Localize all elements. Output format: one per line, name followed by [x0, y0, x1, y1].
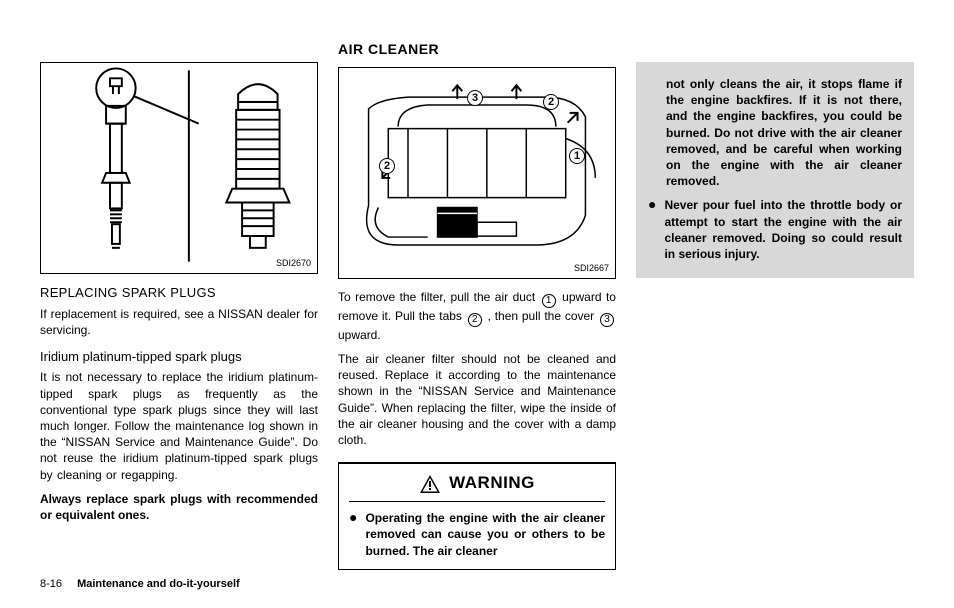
column-2: AIR CLEANER — [338, 40, 616, 570]
subheading-iridium: Iridium platinum-tipped spark plugs — [40, 348, 318, 366]
figure-code: SDI2667 — [574, 262, 609, 274]
warning-bullet: ● Never pour fuel into the throttle body… — [648, 197, 902, 262]
figure-code: SDI2670 — [276, 257, 311, 269]
paragraph: The air cleaner filter should not be cle… — [338, 351, 616, 448]
bullet-icon: ● — [648, 197, 656, 262]
bullet-icon: ● — [349, 510, 357, 559]
callout-3: 3 — [467, 90, 483, 106]
warning-box: WARNING ● Operating the engine with the … — [338, 462, 616, 570]
page-footer: 8-16 Maintenance and do-it-yourself — [40, 578, 240, 590]
footer-section: Maintenance and do-it-yourself — [77, 578, 240, 590]
warning-icon — [419, 474, 441, 494]
inline-callout-1: 1 — [542, 294, 556, 308]
callout-2: 2 — [379, 158, 395, 174]
section-title: AIR CLEANER — [338, 40, 616, 59]
figure-air-cleaner: 1 2 2 3 SDI2667 — [338, 67, 616, 279]
spark-plug-illustration — [41, 63, 317, 273]
paragraph-bold: Always replace spark plugs with recommen… — [40, 491, 318, 523]
column-3: not only cleans the air, it stops flame … — [636, 40, 914, 570]
warning-continuation: not only cleans the air, it stops flame … — [648, 76, 902, 189]
inline-callout-2: 2 — [468, 313, 482, 327]
inline-callout-3: 3 — [600, 313, 614, 327]
callout-1: 1 — [569, 148, 585, 164]
figure-spark-plug: SDI2670 — [40, 62, 318, 274]
heading-replacing-spark-plugs: REPLACING SPARK PLUGS — [40, 284, 318, 302]
warning-title: WARNING — [449, 472, 535, 495]
paragraph: It is not necessary to replace the iridi… — [40, 369, 318, 482]
column-1: SDI2670 REPLACING SPARK PLUGS If replace… — [40, 40, 318, 570]
callout-2b: 2 — [543, 94, 559, 110]
paragraph: To remove the filter, pull the air duct … — [338, 289, 616, 343]
paragraph: If replacement is required, see a NISSAN… — [40, 306, 318, 338]
warning-continuation-box: not only cleans the air, it stops flame … — [636, 62, 914, 278]
page-number: 8-16 — [40, 578, 62, 590]
warning-bullet: ● Operating the engine with the air clea… — [349, 510, 605, 559]
